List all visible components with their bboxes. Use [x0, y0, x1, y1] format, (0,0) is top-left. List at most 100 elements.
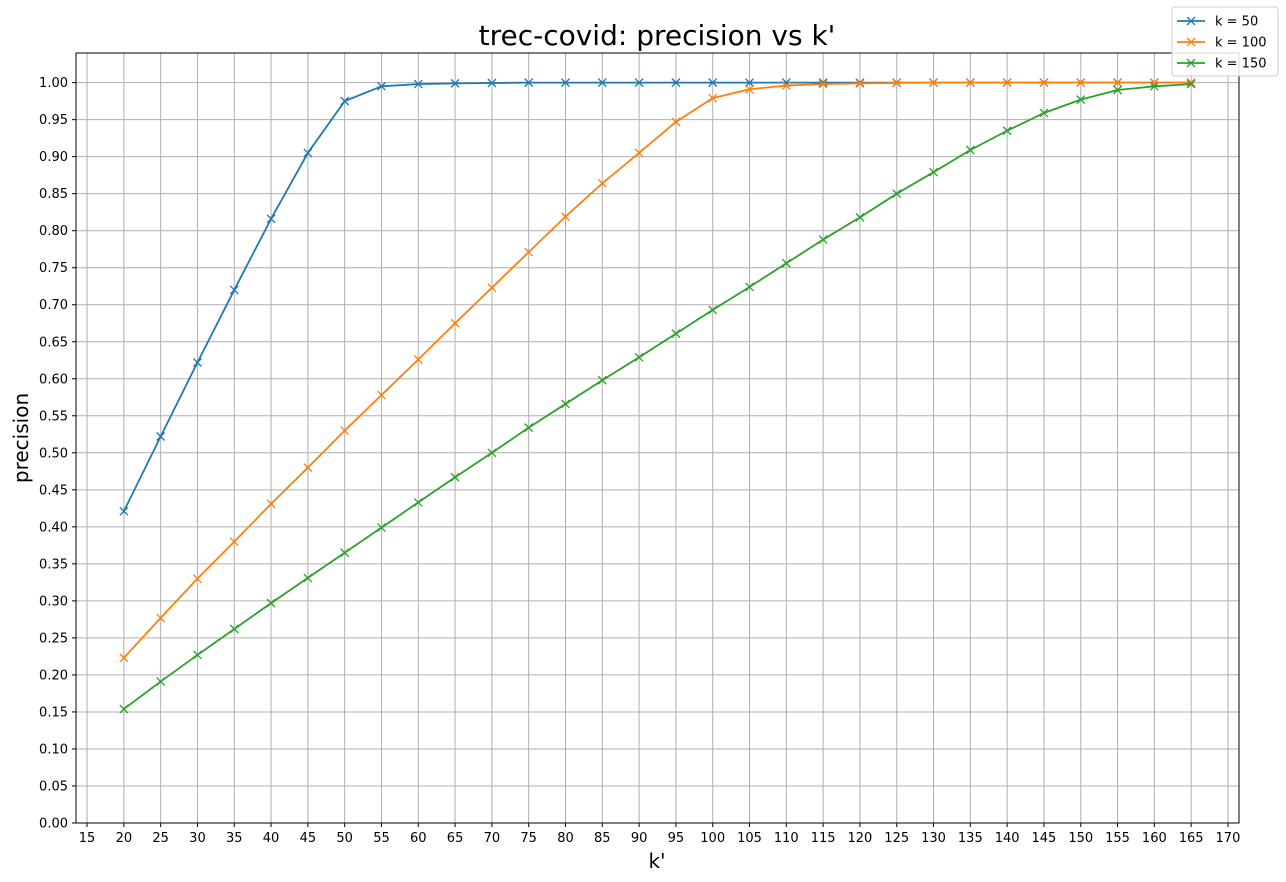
data-point-marker [781, 81, 791, 91]
legend-box [1171, 6, 1279, 77]
y-tick-label: 0.45 [39, 483, 68, 498]
x-tick-label: 75 [520, 831, 537, 846]
data-point-marker [303, 573, 313, 583]
data-point-marker [634, 352, 644, 362]
series-3 [119, 79, 1196, 714]
data-point-marker [597, 178, 607, 188]
data-point-marker [745, 282, 754, 292]
data-point-marker [487, 78, 497, 88]
x-tick-label: 65 [447, 831, 464, 846]
y-tick-label: 0.00 [39, 817, 68, 832]
data-point-marker [745, 84, 754, 94]
y-tick-label: 0.10 [39, 742, 68, 757]
data-point-marker [708, 78, 718, 88]
legend-marker [1186, 58, 1196, 68]
data-point-marker [192, 358, 202, 367]
data-point-marker [818, 79, 828, 89]
data-point-marker [892, 189, 902, 199]
data-point-marker [450, 318, 460, 328]
legend-marker [1186, 16, 1196, 26]
data-point-marker [229, 624, 239, 634]
y-tick-label: 0.25 [39, 631, 68, 646]
y-tick-label: 1.00 [39, 76, 68, 91]
y-tick-label: 0.80 [39, 224, 68, 239]
series-line [123, 81, 1192, 659]
data-point-marker [1002, 78, 1012, 88]
grid [76, 53, 1239, 824]
data-point-marker [855, 78, 865, 88]
data-point-marker [671, 117, 681, 127]
data-point-marker [708, 305, 718, 315]
data-point-marker [266, 214, 276, 224]
data-point-marker [524, 423, 534, 433]
x-tick-label: 110 [774, 831, 799, 846]
x-tick-label: 50 [336, 831, 353, 846]
x-tick-label: 25 [152, 831, 169, 846]
y-tick-label: 0.75 [39, 261, 68, 276]
data-point-marker [450, 472, 460, 482]
series-line [123, 83, 1192, 710]
y-tick-label: 0.40 [39, 520, 68, 535]
data-point-marker [1076, 78, 1086, 88]
y-tick-label: 0.55 [39, 409, 68, 424]
data-point-marker [377, 390, 386, 400]
data-point-marker [597, 375, 607, 385]
data-point-marker [156, 677, 166, 687]
data-point-marker [1039, 78, 1049, 88]
data-point-marker [1149, 81, 1159, 91]
data-point-marker [303, 463, 313, 473]
data-point-marker [340, 426, 350, 436]
y-tick-label: 0.35 [39, 557, 68, 572]
y-tick-label: 0.85 [39, 187, 68, 202]
data-point-marker [929, 78, 938, 88]
data-point-marker [634, 78, 644, 88]
y-tick-label: 0.30 [39, 594, 68, 609]
y-tick-label: 0.05 [39, 779, 68, 794]
data-point-marker [192, 574, 202, 584]
x-tick-label: 150 [1068, 831, 1093, 846]
data-point-marker [1186, 78, 1196, 88]
data-point-marker [781, 258, 791, 268]
series-line [123, 81, 1192, 512]
x-tick-label: 170 [1216, 831, 1241, 846]
x-tick-label: 140 [995, 831, 1020, 846]
x-tick-label: 135 [958, 831, 983, 846]
data-point-marker [156, 613, 166, 623]
data-point-marker [597, 78, 607, 88]
y-axis-ticks: 0.00 0.05 0.10 0.15 0.20 0.25 0.30 0.35 0.40 0.45… [39, 76, 76, 832]
series-group [119, 78, 1196, 714]
data-point-marker [1002, 126, 1012, 136]
chart-title: trec-covid: precision vs k' [479, 19, 836, 52]
x-tick-label: 160 [1142, 831, 1167, 846]
data-point-marker [561, 78, 570, 88]
y-tick-label: 0.70 [39, 298, 68, 313]
y-tick-label: 0.65 [39, 335, 68, 350]
plot-area-frame [75, 52, 1240, 824]
legend-label: k = 100 [1215, 36, 1267, 51]
x-tick-label: 20 [116, 831, 133, 846]
x-tick-label: 85 [594, 831, 611, 846]
x-tick-label: 105 [737, 831, 762, 846]
data-point-marker [119, 653, 129, 663]
x-tick-label: 120 [848, 831, 873, 846]
data-point-marker [671, 329, 681, 339]
data-point-marker [1113, 85, 1123, 95]
x-tick-label: 55 [373, 831, 390, 846]
data-point-marker [892, 78, 902, 88]
legend-label: k = 150 [1215, 57, 1267, 72]
x-tick-label: 165 [1179, 831, 1204, 846]
data-point-marker [929, 167, 938, 177]
y-tick-label: 0.20 [39, 668, 68, 683]
data-point-marker [487, 448, 497, 458]
data-point-marker [561, 212, 570, 222]
x-tick-label: 100 [700, 831, 725, 846]
y-tick-label: 0.90 [39, 150, 68, 165]
data-point-marker [119, 704, 129, 714]
data-point-marker [266, 598, 276, 608]
legend-label: k = 50 [1215, 15, 1258, 30]
data-point-marker [156, 432, 166, 441]
legend-item: k = 50 [1177, 15, 1258, 30]
x-tick-label: 15 [79, 831, 96, 846]
